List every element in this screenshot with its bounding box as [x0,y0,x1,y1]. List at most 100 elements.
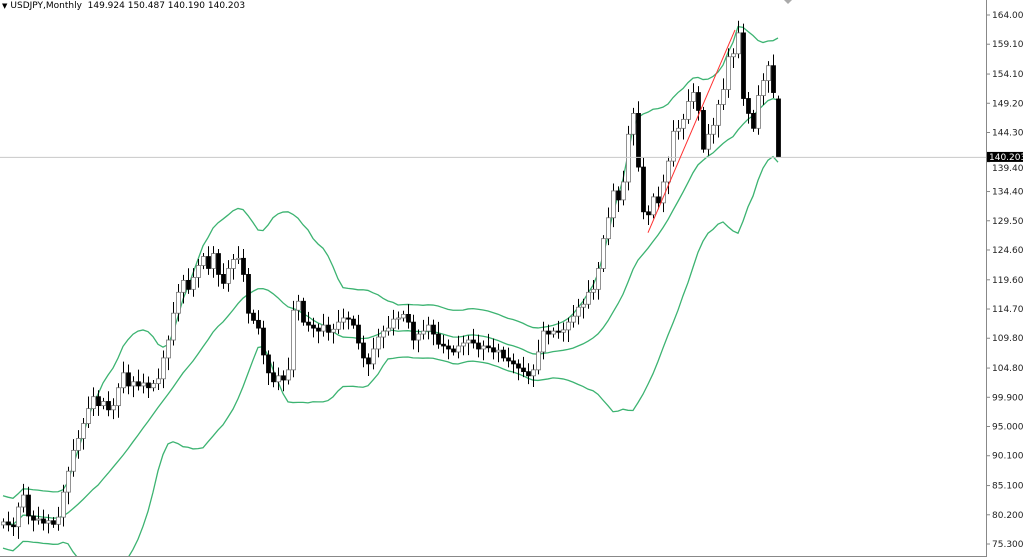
bull-candle-body [606,217,611,240]
candle [471,328,476,349]
y-tick-label: 109.800 [992,334,1024,344]
bear-candle-body [146,382,151,389]
candle [256,310,261,335]
bull-candle-body [141,382,146,387]
bear-candle-body [521,367,526,373]
candle [746,92,751,124]
bear-candle-body [471,339,476,344]
candle [366,353,371,377]
bear-candle-body [516,363,521,369]
candle [756,85,761,135]
candle [206,246,211,275]
candle [506,347,511,368]
bull-candle-body [456,345,461,353]
trendline[interactable] [647,29,736,233]
bear-candle-body [511,360,516,365]
bull-candle-body [706,133,711,150]
bull-candle-body [576,306,581,317]
bear-candle-body [126,372,131,387]
bull-candle-body [61,491,66,518]
bull-candle-body [401,313,406,319]
bull-candle-body [631,113,636,135]
candle [491,338,496,360]
candle [286,357,291,385]
candle [596,262,601,300]
bull-candle-body [36,518,41,521]
candle [306,311,311,332]
candle [186,268,191,294]
bear-candle-body [11,524,16,528]
candle [56,506,61,531]
chart-shift-marker-icon[interactable] [784,0,792,4]
bull-candle-body [721,89,726,105]
candle [196,259,201,288]
y-tick-label: 90.100 [992,452,1024,462]
y-tick-label: 104.800 [992,364,1024,374]
candle [1,518,6,529]
symbol-label: USDJPY,Monthly [10,1,82,11]
candle [591,280,596,300]
bull-candle-body [381,330,386,338]
candle [406,304,411,329]
y-tick-label: 139.400 [992,164,1024,174]
bull-candle-body [596,268,601,290]
candle [736,20,741,59]
candle [551,327,556,338]
candle [656,186,661,210]
svg-text:140.203: 140.203 [989,153,1024,163]
bull-candle-body [586,291,591,305]
bull-candle-body [376,336,381,350]
bull-candle-body [551,330,556,335]
bull-candle-body [66,470,71,493]
y-tick-label: 95.000 [992,423,1024,433]
bull-candle-body [236,257,241,260]
bear-candle-body [301,300,306,323]
bull-candle-body [201,256,206,266]
bull-candle-body [341,317,346,323]
candle [371,337,376,370]
bull-candle-body [426,324,431,332]
bull-candle-body [766,65,771,82]
candle [331,323,336,344]
bull-candle-body [296,300,301,311]
candle [691,83,696,109]
bear-candle-body [326,324,331,333]
bear-candle-body [506,357,511,362]
candle [586,280,591,309]
bear-candle-body [221,274,226,284]
bull-candle-body [291,309,296,371]
candle [271,361,276,388]
candle [671,120,676,167]
bear-candle-body [776,98,781,158]
y-tick-label: 99.900 [992,393,1024,403]
candle [86,396,91,429]
bull-candle-body [731,53,736,58]
bear-candle-body [311,324,316,329]
bull-candle-body [591,288,596,293]
candle [231,254,236,280]
candle [176,283,181,322]
candle [541,321,546,360]
candle [636,101,641,172]
candle [126,364,131,395]
candle [681,113,686,140]
bull-candle-body [76,438,81,451]
candle [496,343,501,363]
candle [646,205,651,226]
chart-title: ▼ USDJPY,Monthly 149.924 150.487 140.190 … [2,1,245,11]
candle [436,321,441,349]
candle [91,387,96,417]
bull-candle-body [756,95,761,129]
y-tick-label: 144.300 [992,128,1024,138]
bull-candle-body [211,253,216,269]
candle [326,316,331,341]
dropdown-triangle-icon[interactable]: ▼ [2,2,8,10]
bear-candle-body [741,32,746,99]
candle [351,315,356,329]
bull-candle-body [626,133,631,183]
bull-candle-body [676,127,681,132]
bear-candle-body [41,518,46,524]
candle [546,324,551,345]
bull-candle-body [336,321,341,330]
